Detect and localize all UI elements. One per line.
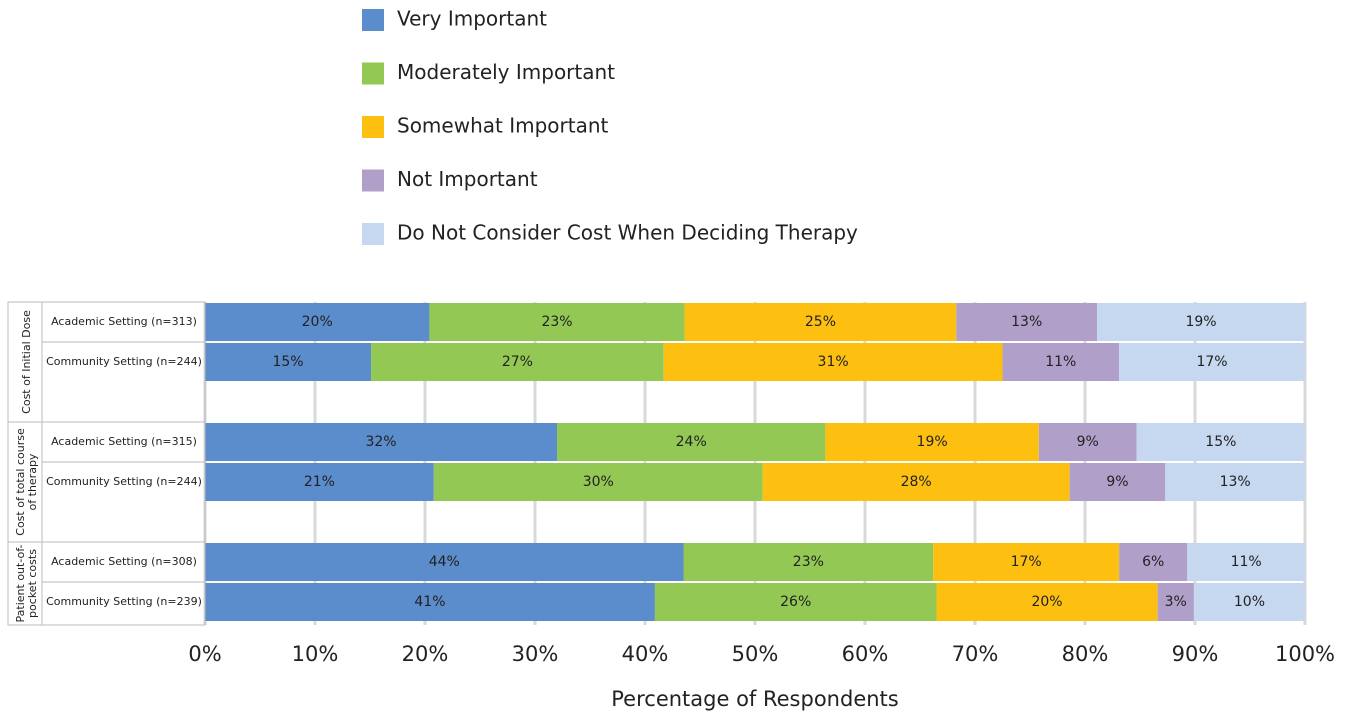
category-label: Academic Setting (n=313) <box>51 315 197 328</box>
bar-segment <box>1193 583 1305 621</box>
data-label: 19% <box>1185 314 1216 330</box>
legend-label: Not Important <box>397 167 538 191</box>
bar-segment <box>1157 583 1194 621</box>
legend-swatch <box>362 62 384 85</box>
legend-swatch <box>362 223 384 245</box>
x-tick-label: 0% <box>188 642 221 666</box>
data-label: 21% <box>304 474 335 490</box>
legend-swatch <box>362 169 384 192</box>
legend-swatch <box>362 116 384 138</box>
bar-segment <box>1097 303 1305 341</box>
legend-swatch <box>362 9 384 31</box>
data-label: 9% <box>1106 474 1128 490</box>
bar-segment <box>205 343 372 381</box>
x-tick-label: 70% <box>952 642 999 666</box>
bar-segment <box>371 343 664 381</box>
bar-segment <box>205 303 430 341</box>
x-tick-label: 50% <box>732 642 779 666</box>
bar-segment <box>557 423 826 461</box>
data-label: 20% <box>302 314 333 330</box>
bar-segment <box>684 303 957 341</box>
data-label: 19% <box>917 434 948 450</box>
data-label: 24% <box>676 434 707 450</box>
legend-label: Do Not Consider Cost When Deciding Thera… <box>397 221 858 245</box>
bar-segment <box>654 583 937 621</box>
legend-label: Somewhat Important <box>397 114 609 138</box>
bar-segment <box>825 423 1039 461</box>
group-label: of therapy <box>26 453 39 510</box>
category-label: Academic Setting (n=308) <box>51 555 197 568</box>
bar-segment <box>429 303 685 341</box>
x-axis-label: Percentage of Respondents <box>611 687 898 711</box>
data-label: 44% <box>429 554 460 570</box>
data-label: 15% <box>272 354 303 370</box>
legend-label: Moderately Important <box>397 60 615 84</box>
x-tick-label: 40% <box>622 642 669 666</box>
group-label: Cost of Initial Dose <box>20 310 33 414</box>
data-label: 11% <box>1045 354 1076 370</box>
bar-segment <box>663 343 1003 381</box>
data-label: 30% <box>583 474 614 490</box>
group-label: pocket costs <box>26 549 39 618</box>
category-label: Community Setting (n=244) <box>46 355 202 368</box>
bar-segment <box>1187 543 1305 581</box>
bar-segment <box>1136 423 1305 461</box>
bar-segment <box>205 543 684 581</box>
data-label: 32% <box>365 434 396 450</box>
x-tick-label: 100% <box>1275 642 1335 666</box>
bar-segment <box>433 463 763 501</box>
bar-segment <box>1038 423 1137 461</box>
bar-segment <box>1119 343 1305 381</box>
data-label: 17% <box>1196 354 1227 370</box>
category-label: Academic Setting (n=315) <box>51 435 197 448</box>
legend-label: Very Important <box>397 7 547 31</box>
data-label: 23% <box>793 554 824 570</box>
data-label: 20% <box>1031 594 1062 610</box>
data-label: 27% <box>502 354 533 370</box>
data-label: 26% <box>780 594 811 610</box>
group-label: Patient out-of- <box>14 544 27 622</box>
data-label: 3% <box>1165 594 1187 610</box>
bar-segment <box>1069 463 1166 501</box>
x-tick-label: 20% <box>402 642 449 666</box>
x-tick-label: 30% <box>512 642 559 666</box>
category-label: Community Setting (n=244) <box>46 475 202 488</box>
data-label: 25% <box>805 314 836 330</box>
x-tick-label: 10% <box>292 642 339 666</box>
bar-segment <box>1002 343 1120 381</box>
data-label: 41% <box>414 594 445 610</box>
data-label: 31% <box>818 354 849 370</box>
bar-segment <box>936 583 1158 621</box>
data-label: 17% <box>1011 554 1042 570</box>
x-tick-label: 60% <box>842 642 889 666</box>
bar-segment <box>205 423 557 461</box>
data-label: 13% <box>1220 474 1251 490</box>
category-label: Community Setting (n=239) <box>46 595 202 608</box>
bar-segment <box>1165 463 1305 501</box>
bar-segment <box>762 463 1070 501</box>
data-label: 13% <box>1011 314 1042 330</box>
group-label: Cost of total course <box>14 428 27 536</box>
x-tick-label: 90% <box>1172 642 1219 666</box>
data-label: 11% <box>1231 554 1262 570</box>
data-label: 28% <box>901 474 932 490</box>
bar-segment <box>933 543 1120 581</box>
bar-segment <box>683 543 934 581</box>
data-label: 6% <box>1142 554 1164 570</box>
bar-segment <box>956 303 1098 341</box>
bar-segment <box>205 463 434 501</box>
data-label: 10% <box>1234 594 1265 610</box>
bar-segment <box>205 583 655 621</box>
data-label: 15% <box>1205 434 1236 450</box>
x-tick-label: 80% <box>1062 642 1109 666</box>
data-label: 9% <box>1077 434 1099 450</box>
data-label: 23% <box>541 314 572 330</box>
bar-segment <box>1119 543 1188 581</box>
